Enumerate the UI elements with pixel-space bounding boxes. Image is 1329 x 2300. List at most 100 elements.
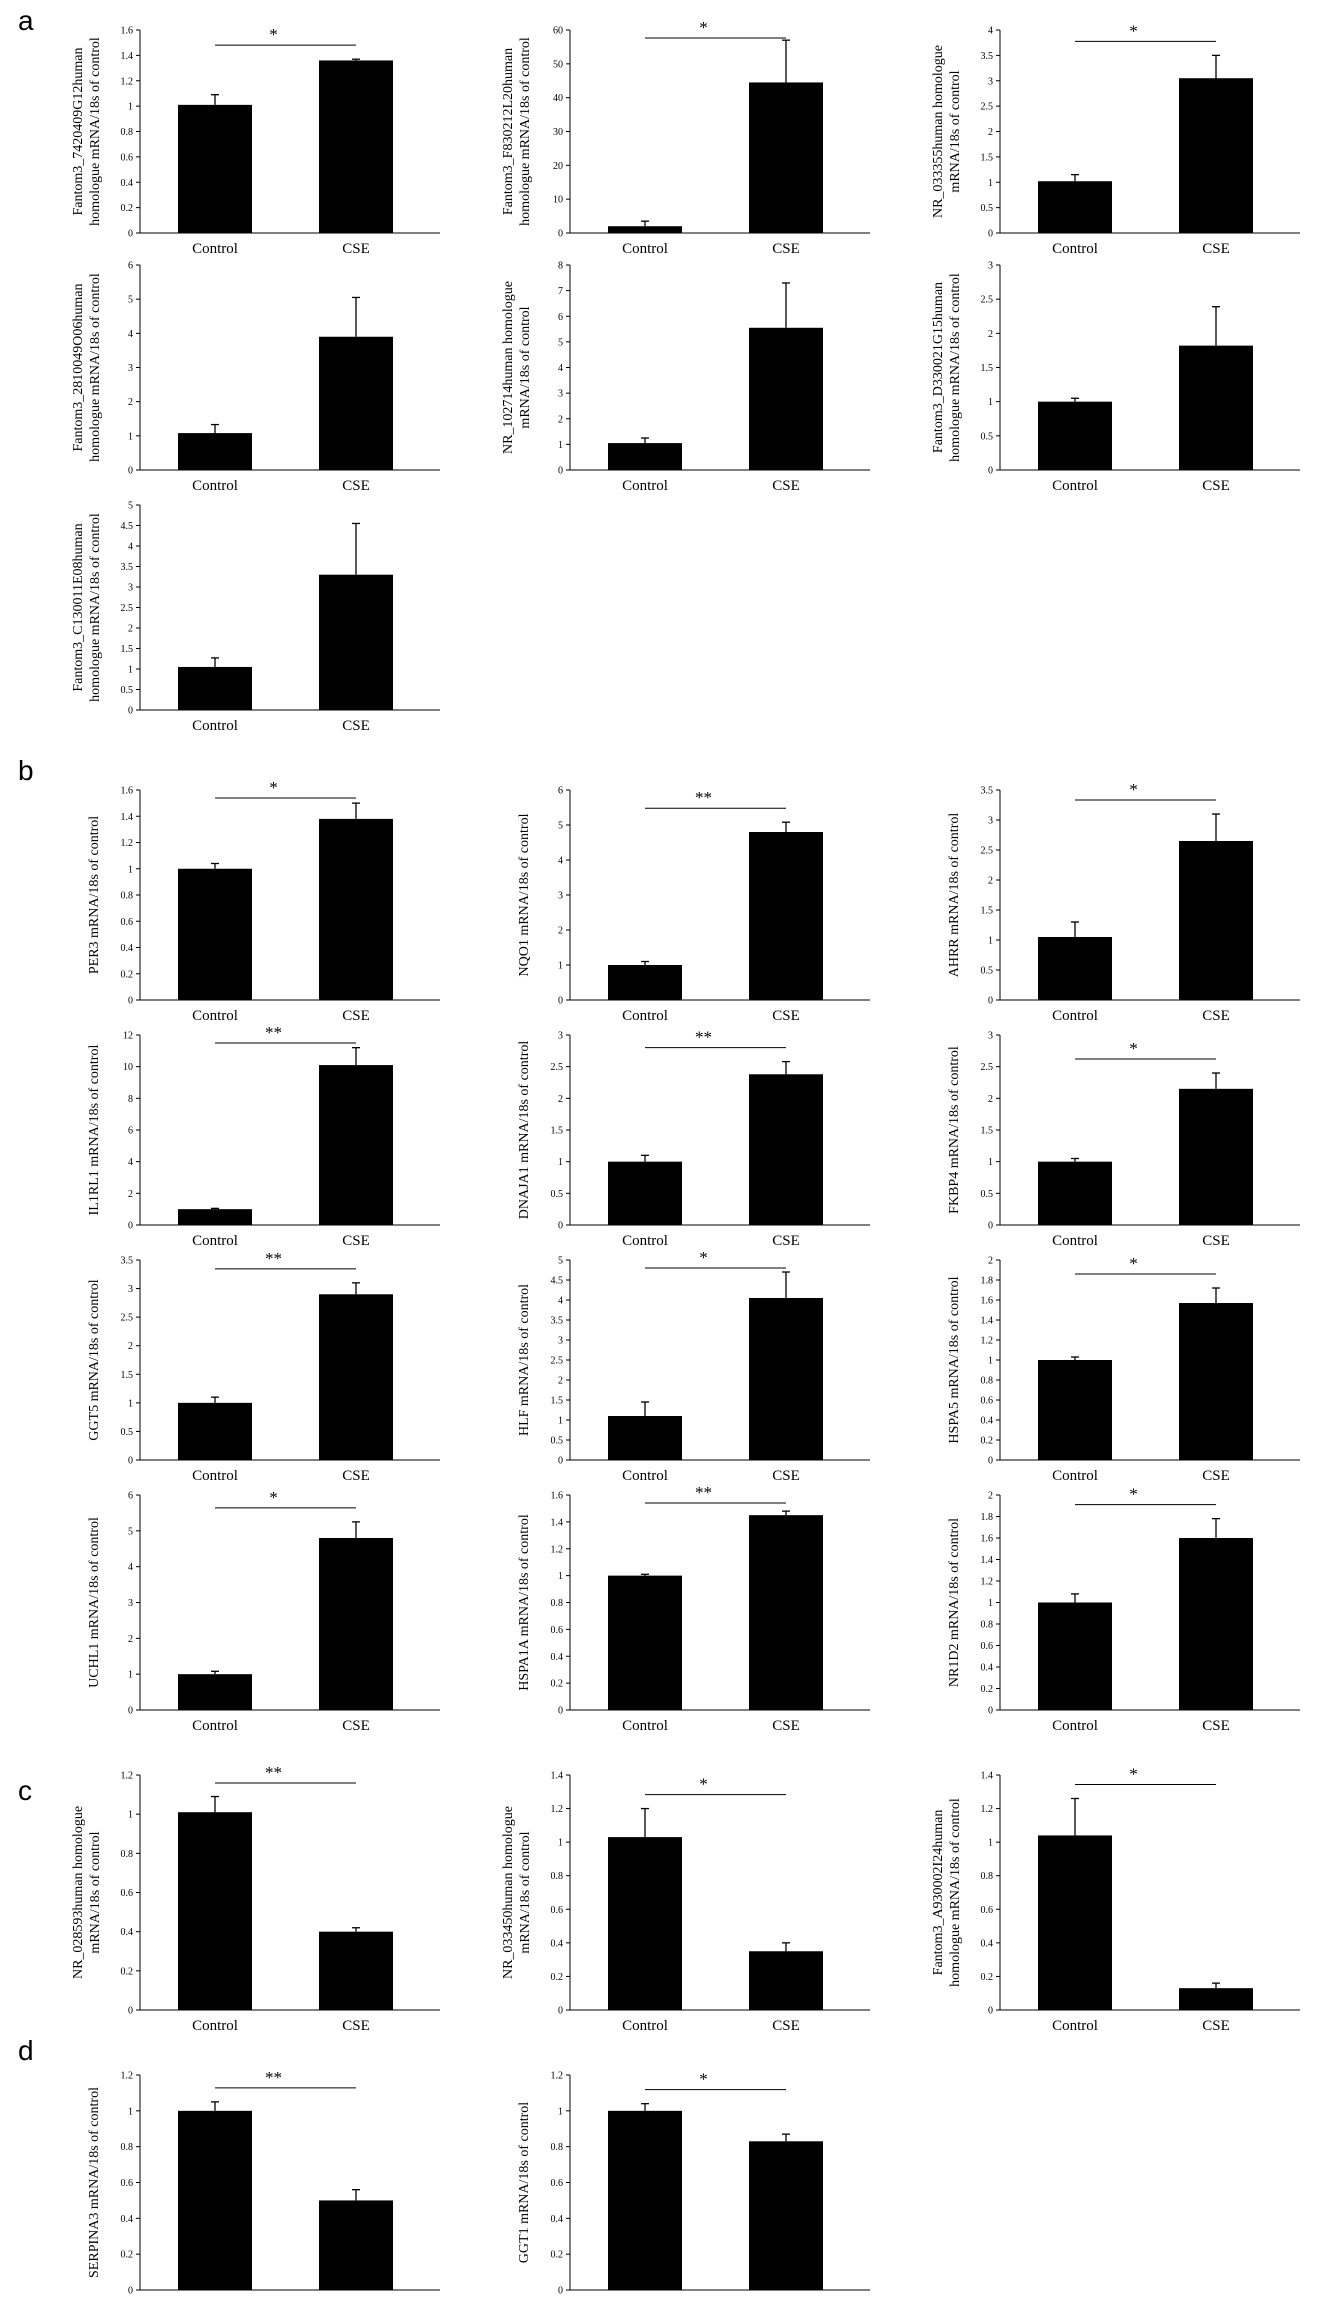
chart-18: 0 0.2 0.4 0.6 0.8 1 1.2 1.4 1.6 Control CSE ** HSPA1… [517, 1483, 870, 1734]
significance-marker: * [1129, 1765, 1138, 1784]
bar-cse [1179, 78, 1253, 234]
y-tick-label: 2.5 [551, 1062, 564, 1073]
y-tick-label: 0 [128, 1706, 133, 1717]
y-tick-label: 0.4 [551, 1938, 564, 1949]
x-category-label: CSE [342, 718, 370, 734]
y-tick-label: 1.4 [121, 51, 134, 62]
y-axis-label: NR_033450human homologue [501, 1806, 516, 1979]
y-tick-label: 4 [558, 363, 563, 374]
y-tick-label: 0.2 [121, 2250, 134, 2261]
bar-control [178, 104, 252, 233]
y-tick-label: 3.5 [121, 1256, 134, 1267]
y-tick-label: 6 [558, 786, 563, 797]
x-category-label: Control [622, 478, 668, 494]
bar-cse [319, 1294, 393, 1460]
chart-22: 0 0.2 0.4 0.6 0.8 1 1.2 1.4 Control CSE * Fantom3_A… [931, 1765, 1300, 2034]
bar-control [178, 666, 252, 710]
chart-16: 0 0.2 0.4 0.6 0.8 1 1.2 1.4 1.6 1.8 2 Control CSE * HS… [947, 1254, 1300, 1484]
bar-cse [749, 2141, 823, 2290]
x-category-label: Control [622, 1233, 668, 1249]
y-tick-label: 0.6 [121, 917, 134, 928]
y-tick-label: 0 [128, 996, 133, 1007]
y-tick-label: 0.2 [551, 1972, 564, 1983]
y-tick-label: 4 [128, 329, 133, 340]
x-category-label: Control [622, 2298, 668, 2300]
x-category-label: CSE [342, 1233, 370, 1249]
y-tick-label: 0.5 [981, 1189, 994, 1200]
x-category-label: CSE [342, 2018, 370, 2034]
y-tick-label: 0 [988, 1706, 993, 1717]
y-axis-label: Fantom3_D330021G15human [931, 282, 946, 453]
y-tick-label: 1 [558, 961, 563, 972]
y-tick-label: 1 [988, 1356, 993, 1367]
x-category-label: CSE [1202, 478, 1230, 494]
significance-marker: * [269, 25, 278, 44]
y-tick-label: 4 [128, 1562, 133, 1573]
y-tick-label: 4.5 [551, 1276, 564, 1287]
significance-marker: * [1129, 21, 1138, 40]
y-axis-label: DNAJA1 mRNA/18s of control [517, 1041, 532, 1220]
y-tick-label: 8 [128, 1094, 133, 1105]
y-tick-label: 0.6 [551, 1905, 564, 1916]
x-category-label: CSE [772, 2298, 800, 2300]
chart-7: 0 0.5 1 1.5 2 2.5 3 3.5 4 4.5 5 Control CSE Fantom3_C… [71, 501, 440, 734]
y-tick-label: 2 [128, 1634, 133, 1645]
significance-marker: * [1129, 780, 1138, 799]
y-tick-label: 2 [558, 1094, 563, 1105]
y-tick-label: 1.2 [981, 1804, 994, 1815]
bar-control [178, 1402, 252, 1460]
y-tick-label: 3.5 [981, 51, 994, 62]
chart-1: 0 0.2 0.4 0.6 0.8 1 1.2 1.4 1.6 Control CSE * Fantom… [71, 25, 440, 257]
y-tick-label: 1.5 [981, 906, 994, 917]
x-category-label: Control [192, 1468, 238, 1484]
y-tick-label: 1.5 [981, 152, 994, 163]
y-tick-label: 1 [558, 1838, 563, 1849]
x-category-label: CSE [342, 241, 370, 257]
y-tick-label: 1.4 [981, 1771, 994, 1782]
y-tick-label: 2.5 [981, 295, 994, 306]
y-tick-label: 2 [988, 127, 993, 138]
y-tick-label: 6 [128, 1491, 133, 1502]
y-tick-label: 0.8 [121, 1849, 134, 1860]
significance-marker: * [1129, 1254, 1138, 1273]
y-axis-label: HSPA5 mRNA/18s of control [947, 1276, 962, 1443]
x-category-label: CSE [772, 1468, 800, 1484]
y-tick-label: 6 [128, 1126, 133, 1137]
significance-marker: * [1129, 1485, 1138, 1504]
y-tick-label: 0 [558, 1456, 563, 1467]
y-tick-label: 0.5 [551, 1436, 564, 1447]
chart-13: 0 0.5 1 1.5 2 2.5 3 Control CSE * FKBP4 mRNA/18s o… [947, 1031, 1300, 1249]
y-tick-label: 0.2 [981, 1436, 994, 1447]
bar-control [178, 1812, 252, 2010]
y-tick-label: 0 [988, 1221, 993, 1232]
y-axis-label: Fantom3_A930002I24human [931, 1810, 946, 1976]
y-tick-label: 0.8 [121, 2142, 134, 2153]
bar-cse [319, 2200, 393, 2290]
y-tick-label: 0.8 [981, 1376, 994, 1387]
y-tick-label: 3 [558, 389, 563, 400]
y-tick-label: 0 [558, 1221, 563, 1232]
y-tick-label: 4 [558, 856, 563, 867]
bar-control [1038, 1835, 1112, 2010]
bar-cse [319, 1065, 393, 1225]
y-axis-label: FKBP4 mRNA/18s of control [947, 1046, 962, 1214]
bar-cse [749, 82, 823, 233]
y-tick-label: 0 [128, 466, 133, 477]
y-tick-label: 0.6 [121, 2178, 134, 2189]
chart-5: 0 1 2 3 4 5 6 7 8 Control CSE NR_102714human homolo… [501, 261, 870, 494]
bar-cse [1179, 1303, 1253, 1460]
y-tick-label: 3.5 [121, 562, 134, 573]
y-tick-label: 1 [558, 1416, 563, 1427]
significance-marker: * [699, 18, 708, 37]
significance-marker: ** [695, 788, 712, 807]
y-tick-label: 3.5 [551, 1316, 564, 1327]
y-tick-label: 0.8 [551, 2142, 564, 2153]
y-tick-label: 8 [558, 261, 563, 272]
y-tick-label: 1.4 [551, 1771, 564, 1782]
y-tick-label: 60 [553, 26, 563, 37]
y-tick-label: 2 [558, 414, 563, 425]
y-tick-label: 0.5 [981, 966, 994, 977]
y-tick-label: 2 [988, 329, 993, 340]
y-axis-label: mRNA/18s of control [948, 70, 963, 192]
x-category-label: CSE [1202, 2018, 1230, 2034]
